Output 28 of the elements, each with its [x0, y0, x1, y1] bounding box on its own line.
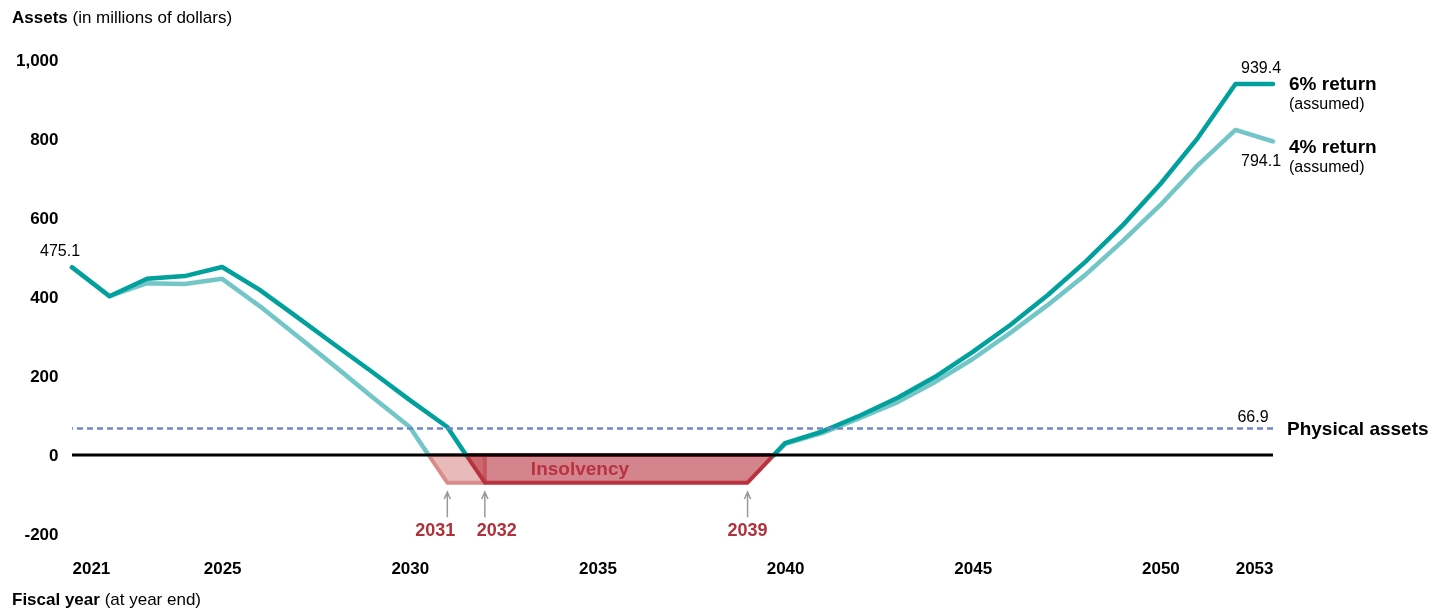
y-tick-label: 600	[30, 208, 59, 228]
data-label: 794.1	[1240, 152, 1282, 170]
annotation: 2032	[476, 519, 517, 540]
ref-line-label: Physical assets	[1287, 417, 1429, 439]
x-tick-label: 2053	[1235, 558, 1274, 578]
annotation: 2039	[727, 519, 768, 540]
x-axis-title: Fiscal year (at year end)	[12, 590, 202, 609]
x-tick-label: 2030	[391, 558, 430, 578]
y-tick-label: 400	[30, 287, 59, 307]
y-tick-label: 1,000	[15, 50, 59, 70]
annotation: 2031	[415, 519, 456, 540]
x-tick-label: 2025	[203, 558, 242, 578]
data-label: 475.1	[39, 242, 81, 260]
series-label: Insolvency	[530, 457, 630, 479]
x-tick-label: 2040	[766, 558, 805, 578]
x-tick-label: 2021	[72, 558, 111, 578]
series-label: 6% return (assumed)	[1289, 72, 1377, 112]
y-tick-label: -200	[24, 524, 59, 544]
y-axis-title: Assets (in millions of dollars)	[12, 8, 233, 27]
x-tick-label: 2045	[954, 558, 993, 578]
data-label: 939.4	[1240, 58, 1282, 76]
series-label: 4% return (assumed)	[1289, 136, 1377, 176]
x-tick-label: 2050	[1141, 558, 1180, 578]
annotation: 66.9	[1237, 407, 1269, 425]
y-tick-label: 0	[49, 445, 59, 465]
y-tick-label: 200	[30, 366, 59, 386]
x-tick-label: 2035	[579, 558, 617, 578]
y-tick-label: 800	[30, 129, 59, 149]
